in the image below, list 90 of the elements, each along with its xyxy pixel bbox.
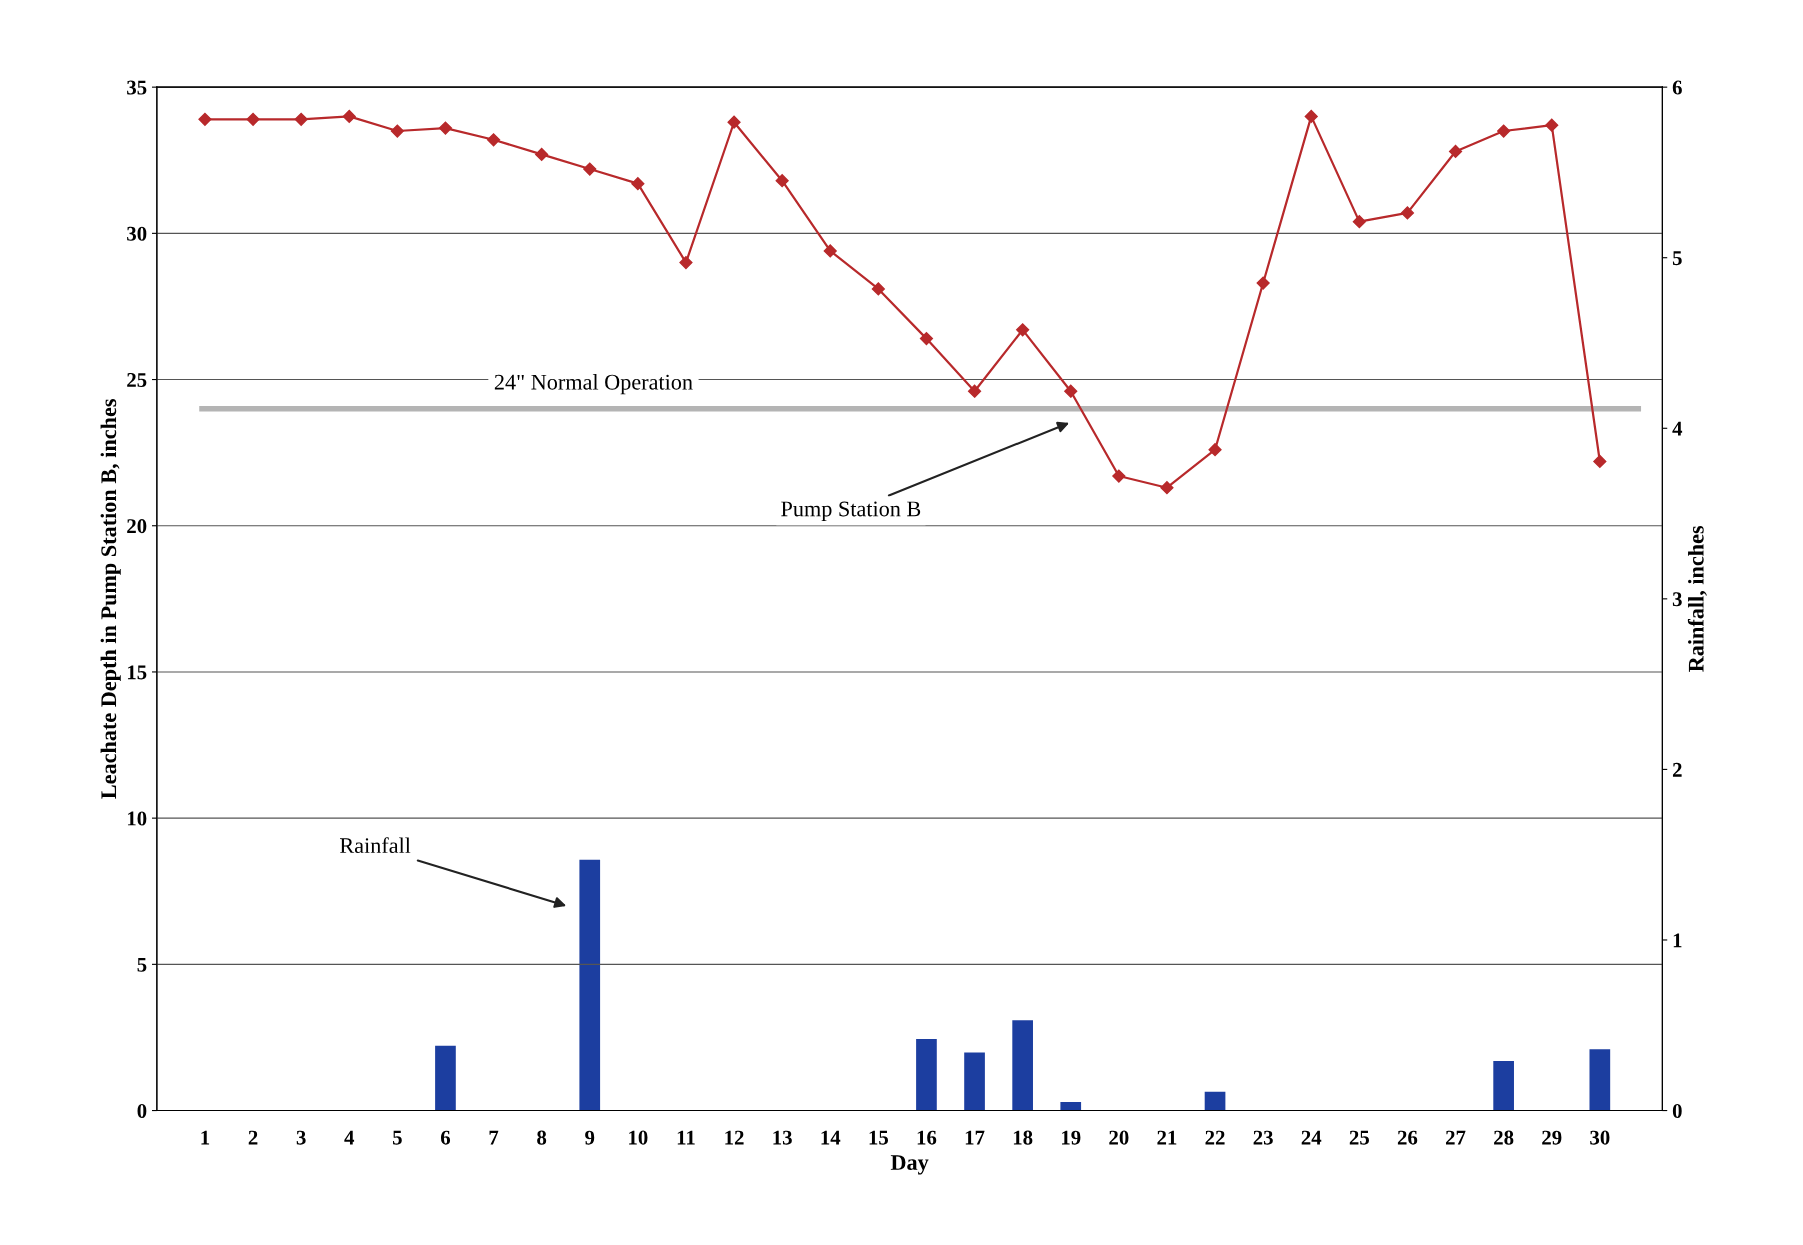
y-axis-title: Leachate Depth in Pump Station B, inches <box>100 399 121 799</box>
point <box>871 282 885 296</box>
x-tick-label: 9 <box>585 1130 595 1145</box>
x-tick-label: 7 <box>489 1130 499 1145</box>
bar <box>916 1038 937 1111</box>
x-tick-label: 6 <box>440 1130 451 1145</box>
x-tick-label: 17 <box>965 1130 985 1145</box>
x-axis-title: Day <box>890 1155 929 1175</box>
x-tick-label: 21 <box>1157 1130 1177 1145</box>
point <box>246 112 260 126</box>
point <box>1593 454 1607 469</box>
y-tick-label: 20 <box>127 519 147 534</box>
point <box>1497 124 1511 138</box>
x-tick-label: 30 <box>1590 1130 1610 1145</box>
point <box>486 133 501 147</box>
point <box>727 115 741 129</box>
x-tick-label: 27 <box>1446 1130 1466 1145</box>
x-tick-label: 18 <box>1013 1130 1033 1145</box>
y2-tick-label: 2 <box>1672 762 1682 777</box>
point <box>679 256 693 270</box>
x-tick-label: 1 <box>201 1130 210 1145</box>
x-tick-label: 23 <box>1253 1130 1273 1145</box>
x-tick-label: 19 <box>1062 1130 1081 1145</box>
bar <box>1204 1091 1226 1111</box>
x-tick-label: 8 <box>537 1130 547 1145</box>
point <box>1112 469 1126 483</box>
point <box>1208 443 1222 457</box>
y2-tick-label: 1 <box>1673 933 1682 948</box>
y-tick-label: 30 <box>127 226 147 241</box>
bar <box>1589 1049 1611 1111</box>
x-tick-label: 3 <box>296 1130 306 1145</box>
y-tick-label: 0 <box>137 1103 147 1118</box>
x-tick-label: 20 <box>1109 1130 1129 1145</box>
x-tick-label: 16 <box>917 1130 937 1145</box>
annotation: Pump Station B <box>781 501 921 521</box>
y2-tick-label: 4 <box>1672 421 1683 436</box>
x-tick-label: 28 <box>1494 1130 1514 1145</box>
bar <box>1012 1020 1033 1111</box>
bar <box>1060 1102 1082 1111</box>
y2-tick-label: 0 <box>1672 1103 1682 1118</box>
point <box>1160 481 1174 495</box>
point <box>390 124 404 138</box>
point <box>342 109 356 123</box>
bar <box>435 1045 456 1111</box>
point <box>583 162 597 176</box>
ref-line-label: 24" Normal Operation <box>494 374 693 395</box>
x-tick-label: 14 <box>821 1130 841 1145</box>
y-tick-label: 5 <box>137 957 147 972</box>
bar <box>964 1052 985 1111</box>
x-tick-label: 24 <box>1301 1130 1322 1145</box>
x-tick-label: 5 <box>392 1130 402 1145</box>
point <box>438 121 453 135</box>
point <box>198 112 212 126</box>
point <box>1256 276 1270 290</box>
y-tick-label: 10 <box>127 811 147 826</box>
x-tick-label: 13 <box>773 1130 792 1145</box>
x-tick-label: 4 <box>344 1130 355 1145</box>
x-tick-label: 25 <box>1349 1130 1369 1145</box>
x-tick-label: 26 <box>1397 1130 1418 1145</box>
point <box>967 384 982 398</box>
point <box>535 147 549 161</box>
y-tick-label: 35 <box>127 80 147 95</box>
x-tick-label: 10 <box>629 1130 648 1145</box>
bar <box>1493 1061 1514 1111</box>
x-tick-label: 2 <box>248 1130 258 1145</box>
point <box>1352 215 1366 229</box>
point <box>1448 144 1463 159</box>
bar <box>579 859 601 1111</box>
y2-tick-label: 6 <box>1672 80 1682 95</box>
y-tick-label: 15 <box>127 665 147 680</box>
point <box>1400 206 1415 220</box>
point <box>1304 109 1318 123</box>
annotation: Rainfall <box>340 837 411 854</box>
point <box>1545 118 1559 132</box>
x-tick-label: 29 <box>1542 1130 1562 1145</box>
y2-tick-label: 3 <box>1672 592 1682 607</box>
point <box>631 177 645 191</box>
point <box>1016 323 1030 337</box>
point <box>823 244 837 258</box>
y2-tick-label: 5 <box>1672 251 1682 266</box>
point <box>1064 384 1078 398</box>
y-tick-label: 25 <box>127 372 147 387</box>
x-tick-label: 11 <box>677 1130 695 1145</box>
x-tick-label: 12 <box>725 1130 744 1145</box>
point <box>294 112 308 126</box>
x-tick-label: 22 <box>1205 1130 1225 1145</box>
point <box>919 332 934 346</box>
y2-axis-title: Rainfall, inches <box>1687 525 1707 672</box>
point <box>775 174 789 188</box>
x-tick-label: 15 <box>869 1130 888 1145</box>
